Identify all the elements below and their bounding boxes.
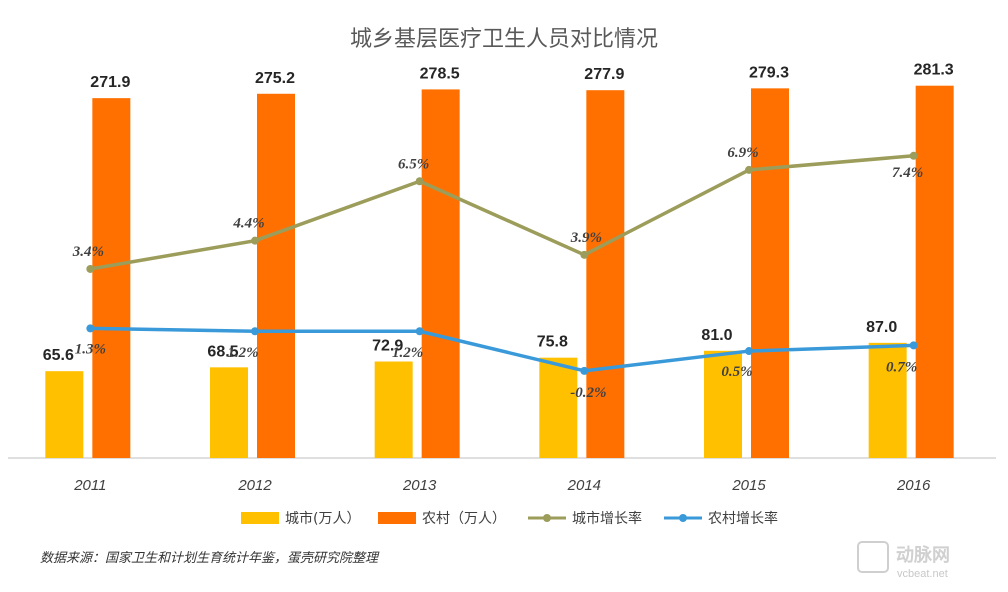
bar-value-label: 271.9 xyxy=(90,74,130,91)
x-tick-label: 2012 xyxy=(237,477,272,494)
bar-city xyxy=(45,371,84,458)
bar-value-label: 81.0 xyxy=(701,327,732,344)
x-tick-label: 2013 xyxy=(402,477,437,494)
line-point xyxy=(909,341,918,350)
bar-city xyxy=(704,350,742,458)
legend-label: 城市(万人） xyxy=(285,510,360,527)
bar-value-label: 281.3 xyxy=(914,62,954,79)
rate-label: 3.9% xyxy=(570,230,602,246)
rate-label: 6.9% xyxy=(727,145,758,161)
rate-label: 0.5% xyxy=(721,364,752,380)
line-point xyxy=(580,250,589,259)
line-point xyxy=(86,324,95,333)
source-note: 数据来源：国家卫生和计划生育统计年鉴，蛋壳研究院整理 xyxy=(40,550,380,566)
line-point xyxy=(745,347,753,356)
line-point xyxy=(745,165,753,174)
bar-value-label: 72.9 xyxy=(372,338,403,355)
bar-value-label: 68.5 xyxy=(207,343,238,360)
rate-label: 1.2% xyxy=(227,345,258,361)
x-tick-label: 2011 xyxy=(73,477,106,494)
legend-label: 农村（万人） xyxy=(422,511,506,527)
bar-city xyxy=(210,367,248,458)
legend: 城市(万人） 农村（万人） 城市增长率 农村增长率 xyxy=(241,510,778,527)
rate-label: 4.4% xyxy=(232,216,264,232)
rate-label: 7.4% xyxy=(892,165,923,181)
bar-value-label: 275.2 xyxy=(255,70,295,87)
line-point xyxy=(251,236,259,245)
legend-marker xyxy=(543,514,551,522)
legend-swatch xyxy=(241,512,279,524)
rate-label: 6.5% xyxy=(398,156,429,172)
rate-label: -0.2% xyxy=(570,385,606,401)
plot-area: 65.6 68.5 72.9 75.8 81.0 87.0 271.9 275.2 278.5 2… xyxy=(8,62,996,494)
legend-label: 农村增长率 xyxy=(708,510,778,527)
bar-rural xyxy=(915,85,954,458)
watermark-logo-icon xyxy=(857,541,889,573)
bar-value-label: 75.8 xyxy=(537,334,568,351)
bar-value-label: 65.6 xyxy=(43,347,74,364)
rate-label: 1.3% xyxy=(75,341,106,357)
watermark: 动脉网 vcbeat.net xyxy=(857,541,950,580)
line-point xyxy=(909,151,918,160)
x-tick-label: 2015 xyxy=(731,477,766,494)
bar-rural xyxy=(421,89,460,459)
legend-marker xyxy=(679,514,687,522)
chart-title: 城乡基层医疗卫生人员对比情况 xyxy=(350,27,658,52)
line-point xyxy=(251,327,259,336)
x-tick-label: 2016 xyxy=(896,477,931,494)
rate-label: 1.2% xyxy=(392,345,423,361)
bar-value-label: 277.9 xyxy=(584,66,624,83)
watermark-brand: 动脉网 xyxy=(896,544,950,566)
bar-city xyxy=(539,357,578,458)
line-point xyxy=(580,366,589,375)
bar-value-label: 278.5 xyxy=(420,65,460,82)
x-tick-label: 2014 xyxy=(567,477,601,494)
series-line-city-growth xyxy=(90,154,914,271)
rate-label: 3.4% xyxy=(72,244,104,260)
line-point xyxy=(415,177,424,186)
line-point xyxy=(415,327,424,336)
bar-rural xyxy=(257,93,295,458)
legend-swatch xyxy=(378,512,416,524)
bar-rural xyxy=(586,90,625,459)
legend-label: 城市增长率 xyxy=(572,510,642,527)
rate-label: 0.7% xyxy=(886,359,917,375)
bar-city xyxy=(868,342,907,458)
bar-rural xyxy=(751,88,789,459)
bar-value-label: 87.0 xyxy=(866,319,897,336)
series-line-rural-growth xyxy=(90,326,914,373)
watermark-url: vcbeat.net xyxy=(897,568,948,580)
bar-value-label: 279.3 xyxy=(749,64,789,81)
line-point xyxy=(86,264,95,273)
bar-city xyxy=(374,361,413,458)
bar-rural xyxy=(92,98,131,458)
